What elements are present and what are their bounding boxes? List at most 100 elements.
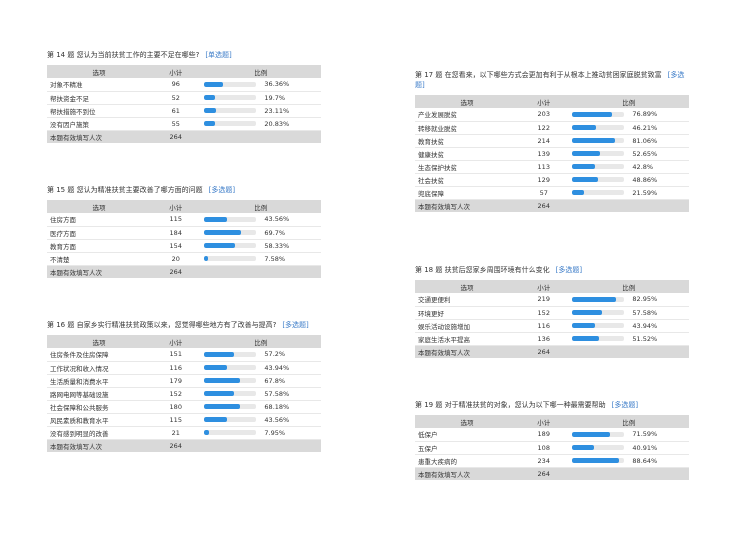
count-value: 116 — [151, 361, 201, 375]
ratio-bar — [572, 151, 625, 156]
ratio-percent: 57.2% — [264, 350, 286, 359]
ratio-percent: 57.58% — [632, 308, 658, 317]
table-row: 患重大疾病的 234 88.64% — [415, 454, 689, 468]
ratio-bar-fill — [204, 351, 235, 357]
count-value: 52 — [151, 91, 201, 105]
question-type-tag[interactable]: [单选题] — [205, 51, 232, 59]
option-label: 社会扶贫 — [415, 173, 520, 187]
question-15: 第 15 题 您认为精准扶贫主要改善了哪方面的问题 [多选题] 选项 小计 比例 住房方面… — [47, 185, 321, 278]
ratio-bar-fill — [572, 151, 600, 156]
option-label: 路网电网等基础设施 — [47, 387, 152, 401]
total-count: 264 — [151, 439, 201, 452]
count-value: 129 — [519, 173, 569, 187]
result-table: 选项 小计 比例 产业发展脱贫 203 76.89% 转移就业脱贫 122 46.21% 教育扶贫… — [415, 95, 689, 212]
ratio-cell: 68.18% — [200, 400, 321, 414]
ratio-bar — [572, 138, 625, 143]
header-ratio: 比例 — [200, 335, 321, 348]
ratio-cell: 20.83% — [200, 117, 321, 131]
ratio-bar-fill — [572, 177, 598, 182]
ratio-cell: 46.21% — [568, 121, 689, 135]
header-ratio: 比例 — [200, 200, 321, 213]
option-label: 没有因户施策 — [47, 117, 152, 131]
question-title: 第 16 题 自家乡实行精准扶贫政策以来，您觉得哪些地方有了改善与提高? [多选题… — [47, 320, 321, 330]
ratio-bar — [572, 164, 625, 169]
result-table: 选项 小计 比例 住房条件及住房保障 151 57.2% 工作状况和收入情况 116 43.94… — [47, 335, 321, 452]
total-count: 264 — [519, 345, 569, 358]
total-label: 本题有效填写人次 — [47, 439, 152, 452]
total-row: 本题有效填写人次 264 — [415, 345, 689, 358]
table-row: 生态保护扶贫 113 42.8% — [415, 160, 689, 174]
header-ratio: 比例 — [200, 65, 321, 78]
question-title-text: 第 17 题 在您看来，以下哪些方式会更加有利于从根本上推动贫困家庭脱贫致富 — [415, 71, 662, 79]
ratio-bar — [204, 351, 257, 357]
total-count: 264 — [519, 467, 569, 480]
table-row: 不清楚 20 7.58% — [47, 252, 321, 266]
ratio-percent: 21.59% — [632, 188, 658, 197]
ratio-cell: 71.59% — [568, 428, 689, 442]
ratio-bar-fill — [572, 445, 594, 450]
ratio-percent: 46.21% — [632, 123, 658, 132]
ratio-bar-fill — [204, 121, 216, 126]
count-value: 219 — [519, 293, 569, 307]
count-value: 20 — [151, 252, 201, 266]
ratio-bar — [204, 216, 257, 222]
table-row: 家庭生活水平提高 136 51.52% — [415, 332, 689, 346]
ratio-percent: 68.18% — [264, 402, 290, 411]
option-label: 兜底保障 — [415, 186, 520, 200]
option-label: 产业发展脱贫 — [415, 108, 520, 122]
ratio-bar-fill — [572, 310, 603, 315]
total-row: 本题有效填写人次 264 — [47, 265, 321, 278]
total-row: 本题有效填写人次 264 — [47, 130, 321, 143]
option-label: 交通更便利 — [415, 293, 520, 307]
question-title: 第 14 题 您认为当前扶贫工作的主要不足在哪些? [单选题] — [47, 50, 321, 60]
ratio-cell: 43.94% — [568, 319, 689, 333]
table-row: 帮扶资金不足 52 19.7% — [47, 91, 321, 105]
ratio-percent: 67.8% — [264, 376, 286, 385]
table-header-row: 选项 小计 比例 — [415, 415, 689, 428]
ratio-bar — [572, 323, 625, 328]
ratio-cell: 43.94% — [200, 361, 321, 375]
ratio-percent: 23.11% — [264, 106, 290, 115]
question-type-tag[interactable]: [多选题] — [555, 266, 583, 274]
table-row: 五保户 108 40.91% — [415, 441, 689, 455]
count-value: 189 — [519, 428, 569, 442]
ratio-bar-fill — [204, 108, 217, 113]
header-count: 小计 — [519, 95, 569, 108]
ratio-bar — [572, 111, 625, 117]
ratio-cell: 19.7% — [200, 91, 321, 105]
count-value: 55 — [151, 117, 201, 131]
ratio-percent: 19.7% — [264, 93, 286, 102]
option-label: 帮扶措施不到位 — [47, 104, 152, 118]
header-ratio: 比例 — [568, 95, 689, 108]
total-empty — [200, 265, 321, 278]
count-value: 234 — [519, 454, 569, 468]
option-label: 转移就业脱贫 — [415, 121, 520, 135]
ratio-percent: 48.86% — [632, 175, 658, 184]
ratio-bar — [204, 404, 257, 409]
question-type-tag[interactable]: [多选题] — [415, 71, 685, 89]
ratio-bar — [204, 417, 257, 422]
question-type-tag[interactable]: [多选题] — [611, 401, 639, 409]
ratio-bar-fill — [204, 404, 240, 409]
count-value: 61 — [151, 104, 201, 118]
question-type-tag[interactable]: [多选题] — [208, 186, 236, 194]
header-option: 选项 — [47, 200, 152, 213]
ratio-bar-fill — [572, 164, 595, 169]
question-type-tag[interactable]: [多选题] — [282, 321, 309, 329]
question-18: 第 18 题 扶贫后您家乡周围环境有什么变化 [多选题] 选项 小计 比例 交通更便利 21… — [415, 265, 689, 358]
table-header-row: 选项 小计 比例 — [47, 335, 321, 348]
question-title: 第 17 题 在您看来，以下哪些方式会更加有利于从根本上推动贫困家庭脱贫致富 [多… — [415, 70, 689, 90]
ratio-bar-fill — [572, 431, 610, 437]
count-value: 122 — [519, 121, 569, 135]
table-row: 路网电网等基础设施 152 57.58% — [47, 387, 321, 401]
ratio-bar — [204, 121, 257, 126]
ratio-bar-fill — [204, 243, 235, 248]
count-value: 57 — [519, 186, 569, 200]
ratio-bar-fill — [572, 336, 600, 341]
question-title: 第 19 题 对于精准扶贫的对象，您认为以下哪一种最需要帮助 [多选题] — [415, 400, 689, 410]
total-empty — [200, 130, 321, 143]
result-table: 选项 小计 比例 交通更便利 219 82.95% 环境更好 152 57.58% 娱乐活动设施增… — [415, 280, 689, 358]
ratio-bar — [204, 365, 257, 370]
ratio-cell: 67.8% — [200, 374, 321, 388]
ratio-percent: 43.56% — [264, 415, 290, 424]
